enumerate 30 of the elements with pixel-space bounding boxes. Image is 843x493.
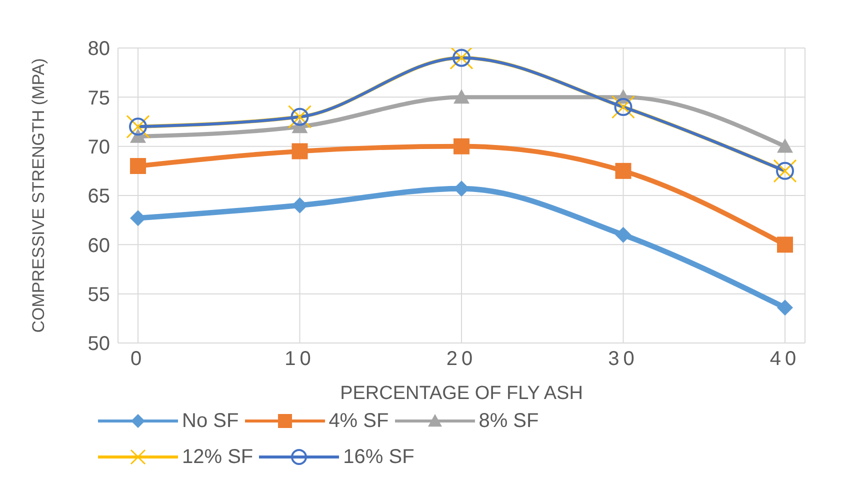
y-tick-label: 70 (88, 136, 110, 158)
x-tick-label: 10 (284, 348, 315, 370)
point (292, 197, 308, 214)
x-tick-label: 40 (770, 348, 800, 370)
point (777, 138, 793, 153)
y-tick-label: 55 (88, 284, 110, 306)
point (777, 236, 793, 253)
x-tick-label: 20 (446, 348, 477, 370)
legend-label: 12% SF (182, 446, 254, 468)
x-axis-title: PERCENTAGE OF FLY ASH (340, 383, 583, 404)
y-tick-label: 75 (88, 87, 110, 110)
legend-label: 4% SF (328, 410, 389, 432)
legend-label: 8% SF (478, 410, 539, 432)
legend-label: 16% SF (343, 446, 414, 468)
point (130, 158, 146, 174)
point (292, 143, 308, 160)
y-axis-title: COMPRESSIVE STRENGTH (MPA) (29, 58, 48, 333)
x-tick-label: 0 (130, 348, 146, 370)
legend-label: No SF (182, 410, 239, 432)
y-tick-label: 50 (88, 333, 110, 356)
x-tick-label: 30 (608, 348, 638, 370)
y-tick-label: 65 (88, 186, 110, 208)
point (454, 138, 470, 154)
point (615, 162, 632, 179)
y-tick-label: 80 (88, 38, 110, 60)
y-tick-label: 60 (88, 234, 110, 257)
point (777, 300, 793, 316)
point (130, 210, 146, 226)
point (454, 89, 470, 104)
point (615, 226, 632, 243)
